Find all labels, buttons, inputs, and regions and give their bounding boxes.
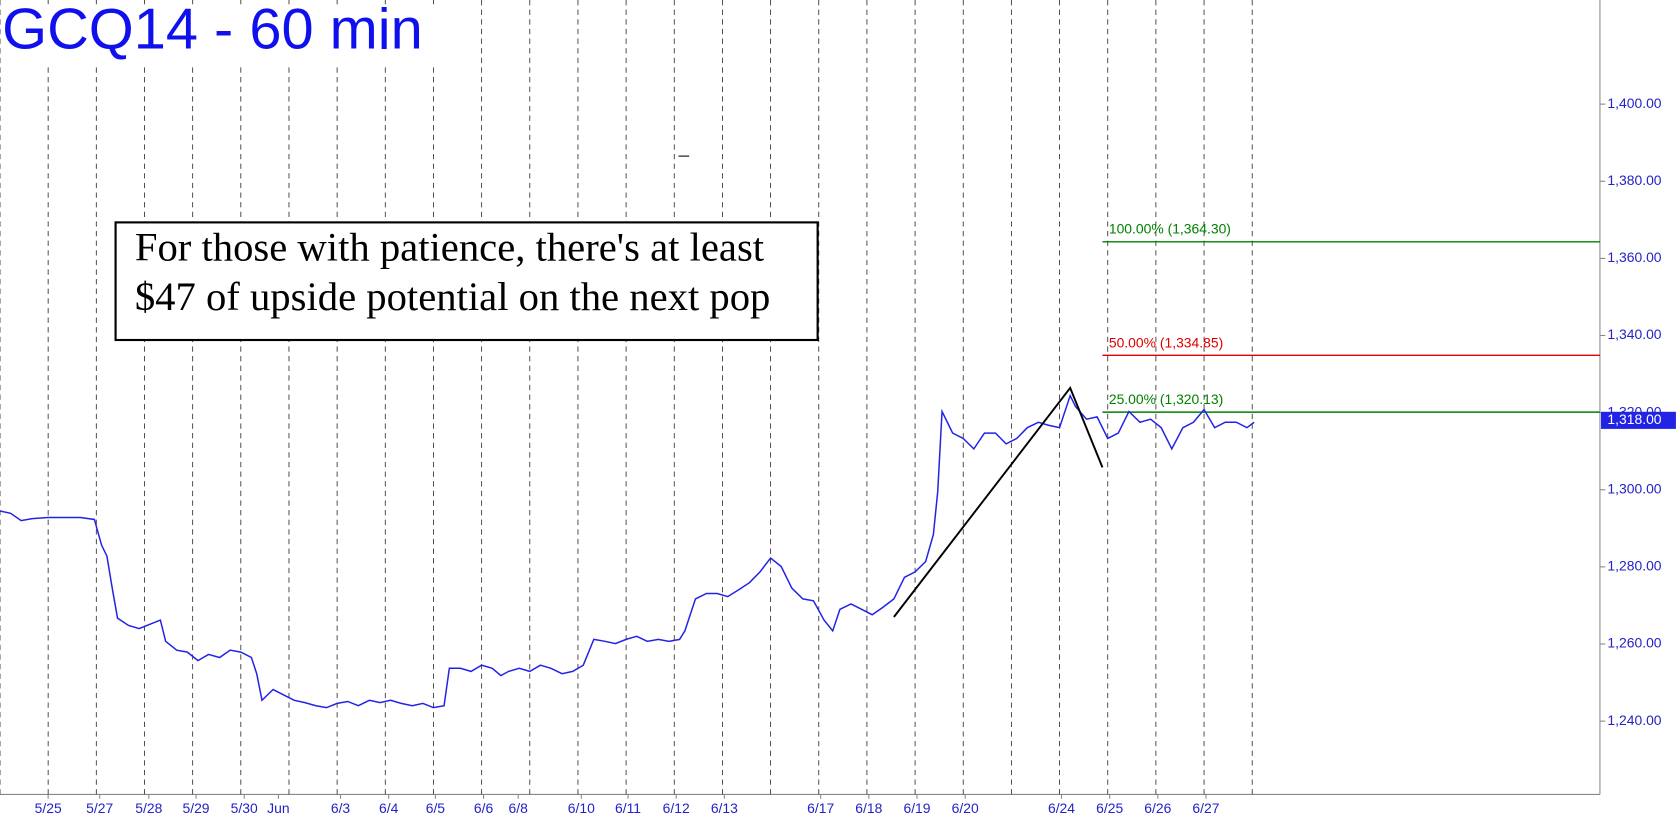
x-tick-label: 6/5 [426, 800, 446, 816]
fib-label: 50.00% (1,334.85) [1109, 334, 1223, 350]
fib-label: 100.00% (1,364.30) [1109, 221, 1231, 237]
marks: 100.00% (1,364.30) 50.00% (1,334.85) 25.00… [0, 221, 1676, 709]
annotation-line: For those with patience, there's at leas… [135, 225, 765, 270]
y-tick-label: 1,400.00 [1607, 95, 1661, 111]
x-tick-label: 5/28 [135, 800, 162, 816]
x-tick-label: 6/8 [509, 800, 529, 816]
title-bg [4, 4, 476, 65]
x-tick-label: 6/18 [855, 800, 882, 816]
x-tick-label: 6/19 [903, 800, 930, 816]
x-tick-label: 6/6 [474, 800, 494, 816]
x-tick-label: 6/20 [952, 800, 979, 816]
fib-label: 25.00% (1,320.13) [1109, 391, 1223, 407]
x-tick-label: 5/29 [182, 800, 209, 816]
y-tick-label: 1,340.00 [1607, 326, 1661, 342]
y-tick-label: 1,240.00 [1607, 712, 1661, 728]
y-tick-label: 1,260.00 [1607, 635, 1661, 651]
x-tick-label: 6/25 [1096, 800, 1123, 816]
x-tick-label: 5/25 [35, 800, 62, 816]
y-tick-label: 1,300.00 [1607, 480, 1661, 496]
last-price-label: 1,318.00 [1607, 411, 1661, 427]
x-tick-label: 5/30 [231, 800, 258, 816]
y-tick-label: 1,360.00 [1607, 249, 1661, 265]
x-tick-label: 6/17 [807, 800, 834, 816]
x-tick-label: 6/12 [663, 800, 690, 816]
x-tick-label: 6/11 [615, 800, 641, 816]
y-tick-label: 1,380.00 [1607, 172, 1661, 188]
x-tick-label: 6/4 [379, 800, 399, 816]
annotation-box [114, 221, 819, 342]
x-tick-label: 6/3 [331, 800, 351, 816]
last-price-box [1601, 411, 1676, 429]
x-tick-label: 6/27 [1192, 800, 1219, 816]
x-tick-label: 5/27 [86, 800, 113, 816]
x-tick-label: 6/24 [1048, 800, 1075, 816]
x-tick-label: Jun [267, 800, 289, 816]
x-tick-label: 6/13 [711, 800, 738, 816]
pattern-line [893, 386, 1104, 618]
x-tick-label: 6/26 [1144, 800, 1171, 816]
annotation-line: $47 of upside potential on the next pop [135, 274, 771, 319]
y-tick-label: 1,280.00 [1607, 558, 1661, 574]
price-line [0, 393, 1255, 709]
chart-title: GCQ14 - 60 min [2, 0, 423, 61]
x-tick-label: 6/10 [568, 800, 595, 816]
